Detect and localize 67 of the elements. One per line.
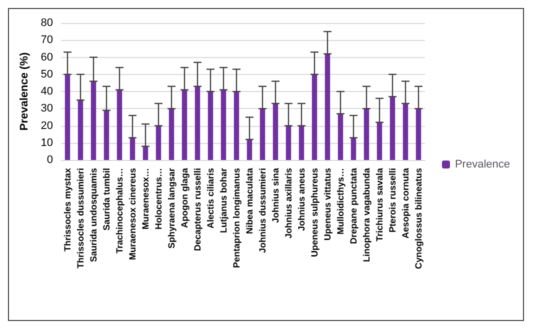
x-tick-label: Muraenesox… bbox=[140, 168, 150, 230]
bar bbox=[194, 86, 200, 160]
x-tick-label: Pentaprion longimanus bbox=[232, 168, 242, 268]
x-tick-label: Trachinocephalus… bbox=[114, 168, 124, 254]
bar bbox=[286, 126, 292, 160]
x-tick-label: Trichiurus savala bbox=[374, 167, 384, 242]
bar bbox=[78, 100, 84, 160]
x-tick-label: Cynoglossus bilineatus bbox=[414, 168, 424, 270]
bar bbox=[350, 138, 356, 160]
bar bbox=[116, 90, 122, 160]
x-tick-label: Mulloidicthys… bbox=[336, 168, 346, 235]
x-tick-label: Pterois russelli bbox=[388, 168, 398, 233]
bar bbox=[416, 108, 422, 160]
bar bbox=[312, 74, 318, 160]
x-tick-label: Saurida tumbil bbox=[102, 168, 112, 231]
y-tick-label: 70 bbox=[40, 34, 53, 46]
x-tick-label: Muraenesox cinereus bbox=[128, 168, 138, 260]
bar bbox=[90, 81, 96, 160]
x-tick-label: Saurida undosquamis bbox=[88, 168, 98, 262]
y-tick-label: 50 bbox=[40, 68, 53, 80]
x-tick-label: Sphyraena langsar bbox=[166, 168, 176, 249]
x-tick-label: Johnius aneus bbox=[296, 168, 306, 232]
legend-label: Prevalence bbox=[454, 158, 510, 170]
bar bbox=[208, 92, 214, 160]
x-tick-label: Thrissocles dussumieri bbox=[76, 168, 86, 269]
bar bbox=[260, 108, 266, 160]
bar bbox=[104, 110, 110, 160]
y-tick-label: 40 bbox=[40, 86, 53, 98]
bar bbox=[220, 90, 226, 160]
bar bbox=[390, 96, 396, 160]
x-tick-label: Johnius dussumieri bbox=[258, 168, 268, 254]
bar bbox=[402, 103, 408, 160]
y-tick-label: 80 bbox=[40, 17, 53, 29]
x-tick-label: Drepane punctata bbox=[348, 167, 358, 244]
x-tick-label: Johnius axillaris bbox=[284, 168, 294, 239]
bar bbox=[324, 54, 330, 160]
bar bbox=[272, 103, 278, 160]
y-tick-label: 20 bbox=[40, 120, 53, 132]
x-tick-label: Thrissocles mystax bbox=[62, 168, 72, 252]
bar bbox=[182, 90, 188, 160]
x-tick-label: Holocentrus… bbox=[154, 168, 164, 230]
x-tick-label: Apogon glaga bbox=[180, 167, 190, 228]
x-tick-label: Alectis ciliaris bbox=[206, 168, 216, 229]
x-tick-label: Linophora vagabunda bbox=[362, 167, 372, 262]
y-tick-label: 60 bbox=[40, 51, 53, 64]
bar bbox=[234, 92, 240, 160]
bar bbox=[364, 108, 370, 160]
x-tick-label: Nibea maculata bbox=[244, 167, 254, 234]
bar bbox=[142, 146, 148, 160]
y-tick-label: 30 bbox=[40, 102, 53, 115]
y-axis-title: Prevalence (%) bbox=[18, 52, 30, 131]
bar bbox=[338, 114, 344, 160]
bar bbox=[130, 138, 136, 160]
x-tick-label: Upeneus vittatus bbox=[322, 168, 332, 241]
x-tick-label: Aesopia cornuta bbox=[400, 167, 410, 239]
y-tick-label: 0 bbox=[46, 154, 53, 166]
bar bbox=[298, 126, 304, 160]
bar bbox=[168, 108, 174, 160]
x-tick-label: Johnius sina bbox=[270, 167, 280, 224]
x-tick-label: Upeneus sulphureus bbox=[310, 168, 320, 258]
x-tick-label: Decapterus russelli bbox=[192, 168, 202, 252]
x-tick-label: Lutjanus bohar bbox=[218, 168, 228, 233]
bar bbox=[376, 122, 382, 160]
bar bbox=[64, 74, 70, 160]
y-tick-label: 10 bbox=[40, 136, 53, 149]
bar bbox=[156, 126, 162, 160]
bar bbox=[246, 139, 252, 160]
